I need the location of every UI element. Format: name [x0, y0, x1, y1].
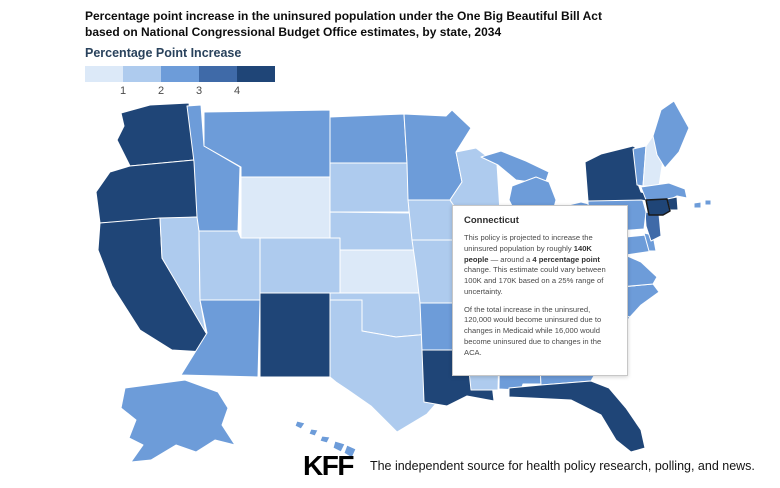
tooltip-state-name: Connecticut	[464, 215, 519, 226]
chart-title-line1: Percentage point increase in the uninsur…	[85, 9, 602, 23]
state-hi-island-3[interactable]	[319, 435, 331, 444]
tooltip-p1-text3: change. This estimate could vary between…	[464, 265, 606, 296]
state-nm[interactable]	[259, 292, 331, 378]
footer: KFF The independent source for health po…	[303, 449, 755, 483]
state-sd[interactable]	[329, 162, 410, 213]
tooltip-p1-bold2: 4 percentage point	[532, 254, 600, 264]
state-tx[interactable]	[329, 299, 442, 433]
footer-tagline: The independent source for health policy…	[369, 459, 755, 473]
state-hi-island-1[interactable]	[294, 420, 306, 430]
legend-swatch	[123, 66, 161, 82]
state-ma-island-2[interactable]	[704, 199, 712, 206]
state-or[interactable]	[95, 159, 199, 224]
state-co[interactable]	[259, 236, 342, 294]
legend-tick-label: 1	[119, 85, 127, 97]
state-hi-island-2[interactable]	[308, 428, 319, 437]
chart-title-line2: based on National Congressional Budget O…	[85, 24, 502, 39]
state-me[interactable]	[652, 100, 690, 169]
tooltip-p1-text2: — around a	[488, 254, 533, 264]
kff-logo[interactable]: KFF	[303, 450, 354, 481]
state-nd[interactable]	[329, 113, 408, 164]
legend-bar	[85, 66, 275, 82]
state-ut[interactable]	[198, 230, 261, 301]
legend-tick-label: 4	[233, 85, 241, 97]
state-ct[interactable]	[645, 198, 671, 216]
legend-tick-labels: 1 2 3 4	[85, 85, 275, 99]
legend: Percentage Point Increase 1 2 3 4	[85, 46, 275, 99]
state-ma-island-1[interactable]	[693, 201, 702, 209]
legend-title: Percentage Point Increase	[85, 46, 242, 60]
legend-swatch	[237, 66, 275, 82]
legend-tick-label: 3	[195, 85, 203, 97]
state-ak[interactable]	[120, 379, 236, 463]
state-ma[interactable]	[640, 182, 688, 201]
state-wa[interactable]	[116, 102, 195, 167]
tooltip-connecticut: Connecticut This policy is projected to …	[452, 205, 628, 376]
state-fl[interactable]	[508, 380, 646, 453]
state-ny[interactable]	[584, 145, 666, 205]
tooltip-p1-text1: This policy is projected to increase the…	[464, 233, 593, 253]
state-mi-upper[interactable]	[480, 150, 550, 185]
legend-swatch	[161, 66, 199, 82]
chart-title: Percentage point increase in the uninsur…	[85, 9, 725, 40]
state-hi-island-4[interactable]	[332, 440, 346, 453]
legend-swatch	[199, 66, 237, 82]
state-hi-island-5[interactable]	[343, 444, 357, 459]
legend-tick-label: 2	[157, 85, 165, 97]
tooltip-paragraph-2: Of the total increase in the uninsured, …	[464, 304, 602, 357]
state-az[interactable]	[180, 299, 261, 378]
tooltip-paragraph-1: This policy is projected to increase the…	[464, 233, 616, 298]
legend-swatch	[85, 66, 123, 82]
state-wy[interactable]	[240, 176, 331, 239]
tooltip-p1-bold1: 140K people	[464, 243, 592, 264]
